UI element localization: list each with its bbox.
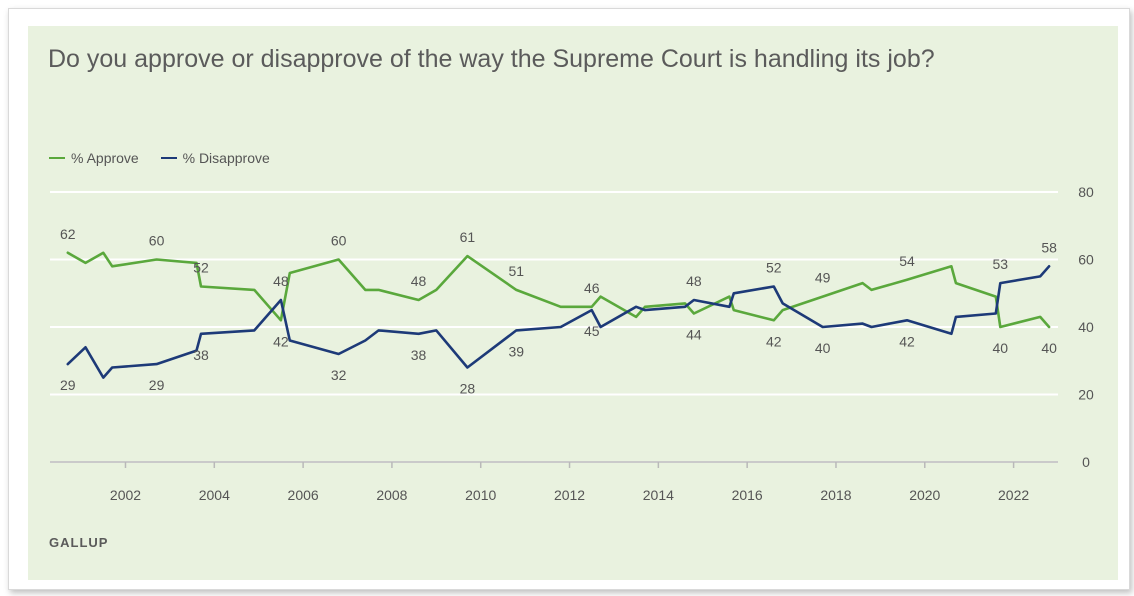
data-label-approve-2008.6: 48 (411, 273, 427, 289)
legend-swatch-disapprove (160, 157, 177, 159)
data-label-approve-2006.8: 60 (331, 233, 347, 249)
data-label-disapprove-2014.8: 44 (686, 327, 702, 343)
x-tick-label-2016: 2016 (732, 487, 763, 503)
y-tick-label-20: 20 (1078, 387, 1094, 403)
data-label-approve-2010.8: 51 (508, 263, 524, 279)
series-layer (66, 251, 1051, 379)
data-label-approve-2021.7: 40 (992, 340, 1008, 356)
data-label-disapprove-2008.6: 38 (411, 347, 427, 363)
y-tick-label-40: 40 (1078, 319, 1094, 335)
y-tick-label-60: 60 (1078, 252, 1094, 268)
legend-item-disapprove: % Disapprove (160, 150, 270, 166)
data-label-disapprove-2006.8: 32 (331, 367, 347, 383)
x-tick-label-2006: 2006 (288, 487, 319, 503)
data-label-disapprove-2009.7: 28 (460, 381, 476, 397)
legend-item-approve: % Approve (49, 150, 139, 166)
data-label-disapprove-2010.8: 39 (508, 343, 524, 359)
chart-card: Do you approve or disapprove of the way … (28, 26, 1118, 580)
x-tick-label-2022: 2022 (998, 487, 1029, 503)
series-line-approve (66, 251, 1051, 329)
y-tick-label-80: 80 (1078, 184, 1094, 200)
data-label-approve-2003.7: 52 (193, 260, 209, 276)
data-label-disapprove-2017.7: 40 (815, 340, 831, 356)
legend-label-disapprove: % Disapprove (182, 150, 270, 166)
data-label-disapprove-2002.7: 29 (149, 377, 165, 393)
x-tick-label-2008: 2008 (376, 487, 407, 503)
data-label-approve-2009.7: 61 (460, 229, 476, 245)
data-label-disapprove-2016.6: 52 (766, 260, 782, 276)
data-label-approve-2012.5: 46 (584, 280, 600, 296)
source-label: GALLUP (49, 535, 109, 550)
x-tick-label-2004: 2004 (199, 487, 230, 503)
line-chart: 0 20 40 60 80 2002 2004 2006 2008 2010 2012 2014 201… (50, 184, 1094, 503)
data-label-approve-2016.6: 42 (766, 333, 782, 349)
data-label-disapprove-2021.7: 53 (992, 256, 1008, 272)
chart-title: Do you approve or disapprove of the way … (48, 45, 935, 73)
axis-layer: 0 20 40 60 80 2002 2004 2006 2008 2010 2012 2014 201… (50, 184, 1094, 503)
x-tick-label-2014: 2014 (643, 487, 674, 503)
data-label-disapprove-2019.6: 42 (899, 333, 915, 349)
data-label-approve-2019.6: 54 (899, 253, 915, 269)
data-label-approve-2022.8: 40 (1041, 340, 1057, 356)
legend-swatch-approve (49, 157, 65, 159)
data-label-disapprove-2005.5: 48 (273, 273, 289, 289)
x-tick-label-2012: 2012 (554, 487, 585, 503)
data-label-disapprove-2022.8: 58 (1041, 239, 1057, 255)
data-label-disapprove-2003.7: 38 (193, 347, 209, 363)
x-tick-label-2002: 2002 (110, 487, 141, 503)
series-line-disapprove (66, 265, 1051, 379)
data-label-approve-2005.5: 42 (273, 333, 289, 349)
y-tick-label-0: 0 (1082, 454, 1090, 470)
data-label-approve-2000.7: 62 (60, 226, 76, 242)
label-layer: 62 60 52 42 60 48 61 51 46 48 42 49 54 40 40 29 29 38 48 32… (60, 226, 1057, 397)
data-label-approve-2017.7: 49 (815, 270, 831, 286)
x-tick-label-2010: 2010 (465, 487, 496, 503)
data-label-disapprove-2012.5: 45 (584, 323, 600, 339)
x-tick-label-2020: 2020 (909, 487, 940, 503)
data-label-approve-2014.8: 48 (686, 273, 702, 289)
x-tick-label-2018: 2018 (820, 487, 851, 503)
data-label-disapprove-2000.7: 29 (60, 377, 76, 393)
legend-label-approve: % Approve (71, 150, 139, 166)
data-label-approve-2002.7: 60 (149, 233, 165, 249)
legend: % Approve % Disapprove (49, 146, 288, 166)
